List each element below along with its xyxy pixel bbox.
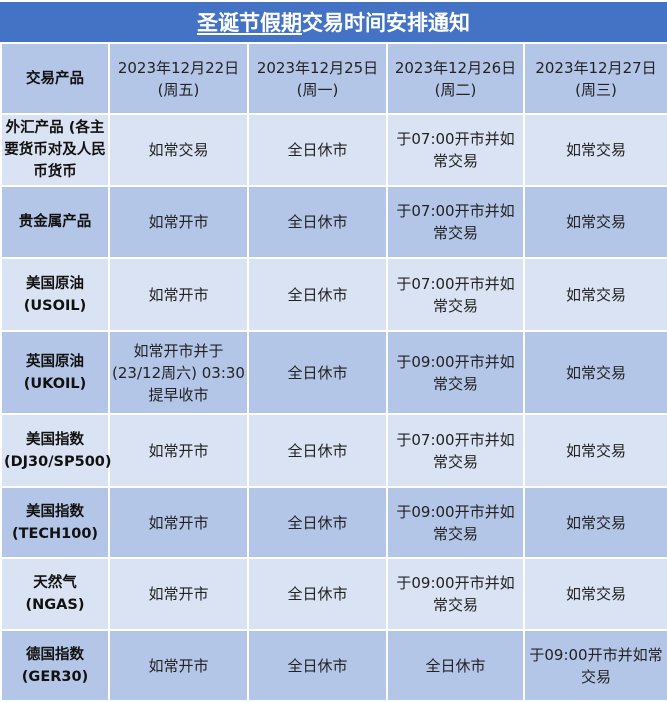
- weekday-label: (周二): [434, 80, 477, 99]
- schedule-cell: 如常交易: [523, 257, 667, 332]
- header-product: 交易产品: [0, 42, 110, 115]
- table-row: 美国指数 (DJ30/SP500) 如常开市 全日休市 于07:00开市并如常交易 如常…: [0, 413, 667, 488]
- product-cell: 外汇产品 (各主要货币对及人民币货币: [0, 113, 110, 187]
- schedule-cell: 如常开市: [108, 557, 249, 631]
- schedule-cell: 全日休市: [247, 257, 388, 332]
- schedule-cell: 于09:00开市并如常交易: [523, 629, 667, 702]
- schedule-cell: 于07:00开市并如常交易: [386, 113, 525, 187]
- weekday-label: (周三): [575, 80, 617, 99]
- schedule-cell: 全日休市: [247, 486, 388, 559]
- schedule-cell: 如常开市并于(23/12周六) 03:30提早收市: [108, 330, 249, 415]
- schedule-table: 交易产品 2023年12月22日 (周五) 2023年12月25日 (周一) 202…: [0, 42, 667, 702]
- schedule-cell: 如常交易: [523, 557, 667, 631]
- date-label: 2023年12月25日: [256, 58, 379, 77]
- schedule-cell: 全日休市: [247, 330, 388, 415]
- schedule-cell: 如常交易: [523, 113, 667, 187]
- header-date: 2023年12月26日 (周二): [386, 42, 525, 115]
- schedule-cell: 于07:00开市并如常交易: [386, 413, 525, 488]
- weekday-label: (周五): [157, 80, 200, 99]
- header-row: 交易产品 2023年12月22日 (周五) 2023年12月25日 (周一) 202…: [0, 42, 667, 115]
- schedule-cell: 如常交易: [523, 185, 667, 259]
- date-label: 2023年12月27日: [535, 58, 657, 77]
- table-row: 美国指数 (TECH100) 如常开市 全日休市 于09:00开市并如常交易 如常交易: [0, 486, 667, 559]
- schedule-cell: 于07:00开市并如常交易: [386, 185, 525, 259]
- header-date: 2023年12月27日 (周三): [523, 42, 667, 115]
- table-row: 外汇产品 (各主要货币对及人民币货币 如常交易 全日休市 于07:00开市并如常交易如…: [0, 113, 667, 187]
- weekday-label: (周一): [296, 80, 339, 99]
- table-row: 德国指数 (GER30) 如常开市 全日休市 全日休市 于09:00开市并如常交易: [0, 629, 667, 702]
- product-cell: 天然气 (NGAS): [0, 557, 110, 631]
- title-underlined: 圣诞节假期: [197, 11, 302, 35]
- schedule-cell: 如常交易: [523, 330, 667, 415]
- schedule-cell: 如常开市: [108, 185, 249, 259]
- schedule-cell: 全日休市: [247, 185, 388, 259]
- schedule-cell: 全日休市: [247, 113, 388, 187]
- product-cell: 英国原油 (UKOIL): [0, 330, 110, 415]
- schedule-cell: 全日休市: [247, 557, 388, 631]
- schedule-cell: 全日休市: [247, 629, 388, 702]
- header-date: 2023年12月22日 (周五): [108, 42, 249, 115]
- schedule-cell: 如常开市: [108, 413, 249, 488]
- date-label: 2023年12月22日: [117, 58, 240, 77]
- page-title: 圣诞节假期 交易时间安排通知: [0, 0, 667, 42]
- table-row: 美国原油 (USOIL) 如常开市 全日休市 于07:00开市并如常交易 如常交易: [0, 257, 667, 332]
- schedule-cell: 全日休市: [386, 629, 525, 702]
- schedule-cell: 如常开市: [108, 486, 249, 559]
- product-cell: 德国指数 (GER30): [0, 629, 110, 702]
- table-row: 天然气 (NGAS) 如常开市 全日休市 于09:00开市并如常交易 如常交易: [0, 557, 667, 631]
- schedule-cell: 于09:00开市并如常交易: [386, 486, 525, 559]
- table-row: 英国原油 (UKOIL) 如常开市并于(23/12周六) 03:30提早收市 全日休…: [0, 330, 667, 415]
- schedule-cell: 如常开市: [108, 257, 249, 332]
- product-cell: 美国指数 (TECH100): [0, 486, 110, 559]
- schedule-cell: 如常交易: [523, 413, 667, 488]
- schedule-cell: 于09:00开市并如常交易: [386, 330, 525, 415]
- product-cell: 美国指数 (DJ30/SP500): [0, 413, 112, 488]
- date-label: 2023年12月26日: [394, 58, 517, 77]
- schedule-cell: 如常交易: [523, 486, 667, 559]
- schedule-cell: 全日休市: [247, 413, 388, 488]
- schedule-cell: 如常交易: [108, 113, 249, 187]
- header-date: 2023年12月25日 (周一): [247, 42, 388, 115]
- schedule-cell: 于07:00开市并如常交易: [386, 257, 525, 332]
- schedule-cell: 如常开市: [108, 629, 249, 702]
- product-cell: 贵金属产品: [0, 185, 110, 259]
- schedule-cell: 于09:00开市并如常交易: [386, 557, 525, 631]
- title-rest: 交易时间安排通知: [302, 11, 470, 35]
- table-row: 贵金属产品 如常开市 全日休市 于07:00开市并如常交易 如常交易: [0, 185, 667, 259]
- product-cell: 美国原油 (USOIL): [0, 257, 110, 332]
